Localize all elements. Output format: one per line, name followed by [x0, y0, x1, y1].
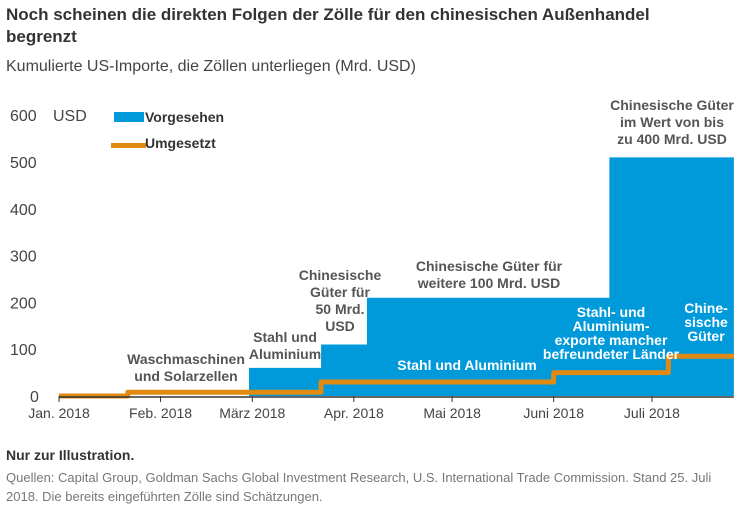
annotation-line: USD [325, 318, 355, 334]
annotation-line: sische [684, 314, 728, 330]
y-axis-unit: USD [53, 108, 87, 125]
annotation-line: Güter für [310, 284, 370, 300]
annotation-line: Stahl und [253, 329, 317, 345]
x-tick-label: März 2018 [219, 405, 285, 421]
annotation-line: Aluminium [249, 346, 321, 362]
note: Nur zur Illustration. [6, 447, 135, 463]
chart-title: Noch scheinen die direkten Folgen der Zö… [6, 5, 650, 46]
legend-label-umgesetzt: Umgesetzt [145, 135, 216, 151]
annotation-line: befreundeter Länder [543, 346, 680, 362]
annotation-line: Stahl- und [577, 304, 645, 320]
annotation: Stahl und Aluminium [249, 329, 321, 362]
annotation-line: und Solarzellen [134, 368, 237, 384]
x-tick-label: Juni 2018 [523, 405, 584, 421]
annotation-line: zu 400 Mrd. USD [617, 131, 727, 147]
legend-swatch-umgesetzt [111, 143, 146, 148]
legend: Vorgesehen Umgesetzt [111, 109, 224, 151]
x-tick-label: Jan. 2018 [28, 405, 90, 421]
x-tick-label: Apr. 2018 [324, 405, 384, 421]
annotation-line: Chinesische [299, 267, 382, 283]
series-area-vorgesehen [59, 157, 734, 396]
annotation: Chinesische Güter für weitere 100 Mrd. US… [416, 258, 563, 291]
annotation: Chinesische Güter für 50 Mrd. USD [299, 267, 382, 334]
chart: 0 100 200 300 400 500 600 Jan. 2018 Feb. 2018 Mär… [10, 97, 734, 421]
legend-swatch-vorgesehen [114, 112, 144, 122]
chart-subtitle: Kumulierte US-Importe, die Zöllen unterl… [6, 58, 416, 75]
annotation-line: Stahl und Aluminium [397, 357, 536, 373]
legend-label-vorgesehen: Vorgesehen [145, 109, 224, 125]
annotation-line: weitere 100 Mrd. USD [417, 275, 560, 291]
y-tick-label: 500 [10, 155, 37, 172]
annotation-line: im Wert von bis [620, 114, 724, 130]
y-tick-label: 300 [10, 249, 37, 266]
annotation-line: exporte mancher [555, 332, 668, 348]
x-tick-label: Feb. 2018 [129, 405, 192, 421]
annotation: Chine-sische Güter [684, 300, 728, 344]
x-tick-label: Mai 2018 [423, 405, 481, 421]
annotation-line: Aluminium- [573, 318, 650, 334]
annotation-line: Chinesische Güter [610, 97, 734, 113]
y-tick-label: 0 [30, 389, 39, 406]
annotation: Stahl und Aluminium [397, 357, 536, 373]
annotation: Chinesische Güter im Wert von bis zu 400 M… [610, 97, 734, 147]
annotation-line: Waschmaschinen [127, 351, 245, 367]
y-tick-label: 100 [10, 342, 37, 359]
y-tick-label: 200 [10, 295, 37, 312]
annotation: Stahl- und Aluminium-exporte mancher befre… [543, 304, 680, 362]
source: Quellen: Capital Group, Goldman Sachs Gl… [6, 470, 712, 504]
annotation-line: Güter [687, 328, 725, 344]
x-tick-label: Juli 2018 [624, 405, 680, 421]
annotation-line: Chinesische Güter für [416, 258, 563, 274]
annotation-line: 50 Mrd. [315, 301, 364, 317]
annotation-line: Chine- [684, 300, 728, 316]
series-line-umgesetzt [59, 353, 734, 399]
y-tick-label: 400 [10, 202, 37, 219]
y-tick-label: 600 [10, 108, 37, 125]
annotation: Waschmaschinen und Solarzellen [127, 351, 245, 384]
